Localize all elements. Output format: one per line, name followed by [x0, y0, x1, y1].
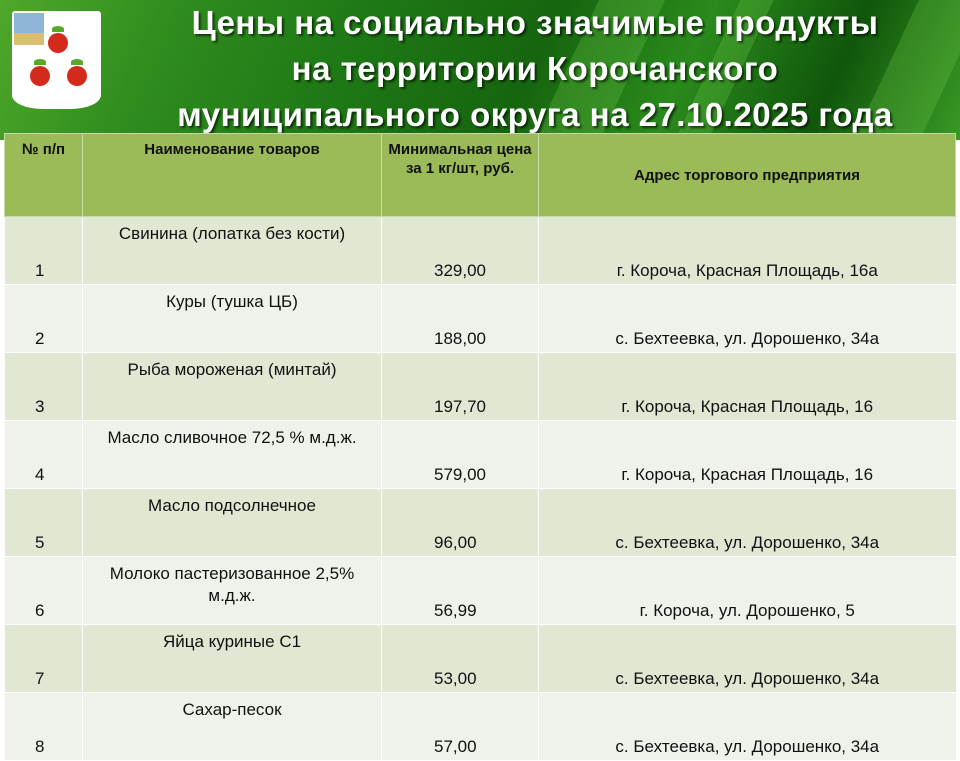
- table-row: 3 Рыба мороженая (минтай) 197,70 г. Короча,…: [4, 352, 956, 421]
- table-row: 2 Куры (тушка ЦБ) 188,00 с. Бехтеевка, ул. …: [4, 284, 956, 353]
- min-price: 96,00: [381, 488, 539, 557]
- product-name: Рыба мороженая (минтай): [82, 352, 382, 421]
- title-line: на территории Корочанского: [291, 50, 779, 87]
- row-number: 8: [4, 692, 83, 761]
- table-header-row: № п/п Наименование товаров Минимальная ц…: [4, 133, 956, 217]
- table-row: 5 Масло подсолнечное 96,00 с. Бехтеевка, ул…: [4, 488, 956, 557]
- title-line: Цены на социально значимые продукты: [191, 4, 879, 41]
- product-name: Сахар-песок: [82, 692, 382, 761]
- row-number: 1: [4, 216, 83, 285]
- title-banner: Цены на социально значимые продукты на т…: [0, 0, 960, 140]
- title-line: муниципального округа на 27.10.2025 года: [177, 96, 893, 133]
- row-number: 4: [4, 420, 83, 489]
- store-address: г. Короча, Красная Площадь, 16а: [538, 216, 956, 285]
- table-row: 8 Сахар-песок 57,00 с. Бехтеевка, ул. Дорош…: [4, 692, 956, 761]
- product-name: Яйца куриные С1: [82, 624, 382, 693]
- product-name: Свинина (лопатка без кости): [82, 216, 382, 285]
- table-row: 6 Молоко пастеризованное 2,5% м.д.ж. 56,99…: [4, 556, 956, 625]
- table-row: 1 Свинина (лопатка без кости) 329,00 г. Кор…: [4, 216, 956, 285]
- min-price: 57,00: [381, 692, 539, 761]
- row-number: 2: [4, 284, 83, 353]
- product-name: Молоко пастеризованное 2,5% м.д.ж.: [82, 556, 382, 625]
- store-address: г. Короча, Красная Площадь, 16: [538, 420, 956, 489]
- page-title: Цены на социально значимые продукты на т…: [110, 0, 960, 138]
- row-number: 6: [4, 556, 83, 625]
- column-header-price: Минимальная цена за 1 кг/шт, руб.: [381, 133, 539, 217]
- price-table: № п/п Наименование товаров Минимальная ц…: [4, 133, 956, 761]
- min-price: 197,70: [381, 352, 539, 421]
- min-price: 579,00: [381, 420, 539, 489]
- coat-of-arms-icon: [12, 11, 101, 109]
- product-name: Куры (тушка ЦБ): [82, 284, 382, 353]
- min-price: 53,00: [381, 624, 539, 693]
- min-price: 329,00: [381, 216, 539, 285]
- store-address: с. Бехтеевка, ул. Дорошенко, 34а: [538, 488, 956, 557]
- min-price: 56,99: [381, 556, 539, 625]
- column-header-address: Адрес торгового предприятия: [538, 133, 956, 217]
- store-address: с. Бехтеевка, ул. Дорошенко, 34а: [538, 692, 956, 761]
- product-name: Масло сливочное 72,5 % м.д.ж.: [82, 420, 382, 489]
- table-row: 7 Яйца куриные С1 53,00 с. Бехтеевка, ул. Д…: [4, 624, 956, 693]
- product-name: Масло подсолнечное: [82, 488, 382, 557]
- store-address: г. Короча, Красная Площадь, 16: [538, 352, 956, 421]
- column-header-number: № п/п: [4, 133, 83, 217]
- row-number: 3: [4, 352, 83, 421]
- store-address: г. Короча, ул. Дорошенко, 5: [538, 556, 956, 625]
- min-price: 188,00: [381, 284, 539, 353]
- row-number: 7: [4, 624, 83, 693]
- column-header-name: Наименование товаров: [82, 133, 382, 217]
- store-address: с. Бехтеевка, ул. Дорошенко, 34а: [538, 624, 956, 693]
- table-row: 4 Масло сливочное 72,5 % м.д.ж. 579,00 г. К…: [4, 420, 956, 489]
- store-address: с. Бехтеевка, ул. Дорошенко, 34а: [538, 284, 956, 353]
- row-number: 5: [4, 488, 83, 557]
